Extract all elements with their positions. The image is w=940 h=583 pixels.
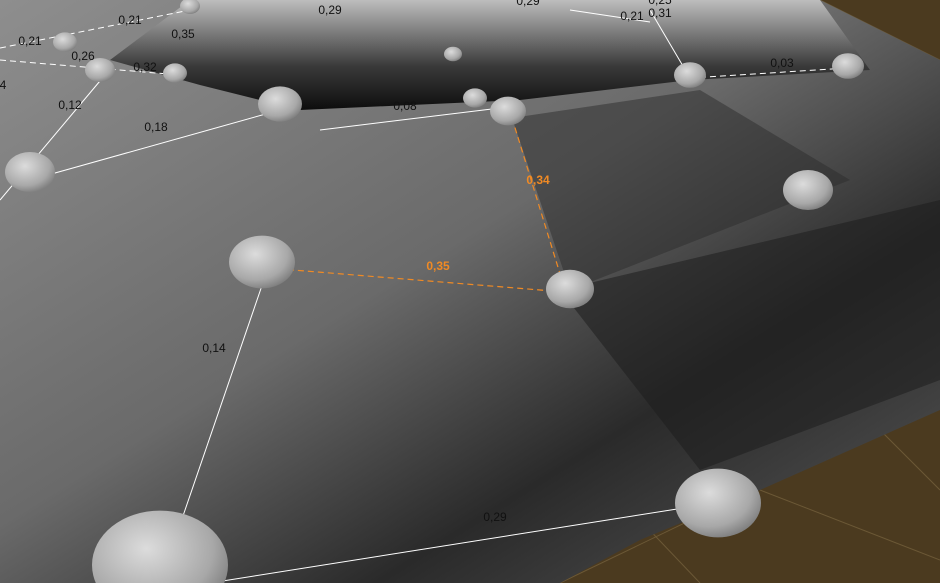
edge-label: 0,18 <box>144 120 168 134</box>
edge-label: 0,34 <box>526 173 550 187</box>
edge-label: 0,29 <box>483 510 507 524</box>
edge-label: 4 <box>0 78 7 92</box>
node-sphere[interactable] <box>229 235 295 289</box>
edge-label: 0,21 <box>620 9 644 23</box>
node-sphere[interactable] <box>85 58 115 82</box>
node-sphere[interactable] <box>832 53 864 79</box>
node-sphere[interactable] <box>463 88 487 108</box>
labels: 0,29 0,29 0,25 0,21 0,31 0,21 0,21 0,35 0,26 0,32… <box>0 0 794 524</box>
node-sphere[interactable] <box>546 269 594 309</box>
node-sphere[interactable] <box>783 170 833 210</box>
terrain-shadow <box>560 200 940 470</box>
edge-label: 0,29 <box>318 3 342 17</box>
edge-label: 0,29 <box>516 0 540 8</box>
node-sphere[interactable] <box>674 62 706 88</box>
edge-label: 0,35 <box>426 259 450 273</box>
edge-label: 0,12 <box>58 98 82 112</box>
edge-label: 0,21 <box>18 34 42 48</box>
node-sphere[interactable] <box>5 152 55 192</box>
terrain-shadow <box>512 90 850 290</box>
edge-label: 0,21 <box>118 13 142 27</box>
node-sphere[interactable] <box>180 0 200 14</box>
node-sphere[interactable] <box>163 63 187 83</box>
terrain-ridge <box>110 0 870 110</box>
edge-label: 0,31 <box>648 6 672 20</box>
edge-label: 0,26 <box>71 49 95 63</box>
node-sphere[interactable] <box>675 468 761 538</box>
edge-label: 0,03 <box>770 56 794 70</box>
edge-label: 0,25 <box>648 0 672 7</box>
edge-label: 0,14 <box>202 341 226 355</box>
edge-label: 0,35 <box>171 27 195 41</box>
edge-label: 0,32 <box>133 60 157 74</box>
node-sphere[interactable] <box>92 510 228 583</box>
node-sphere[interactable] <box>53 32 77 52</box>
node-sphere[interactable] <box>444 46 462 62</box>
node-sphere[interactable] <box>490 96 526 126</box>
edge-label: 0,08 <box>393 99 417 113</box>
node-sphere[interactable] <box>258 86 302 122</box>
nodes <box>5 0 864 583</box>
